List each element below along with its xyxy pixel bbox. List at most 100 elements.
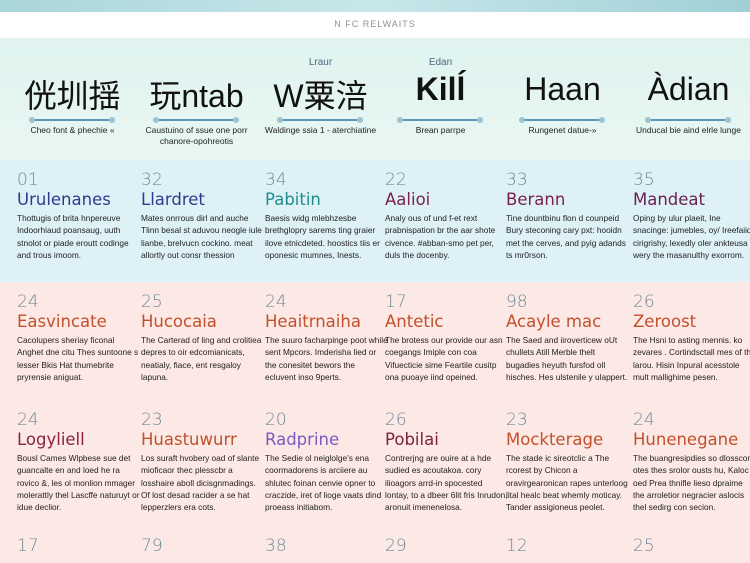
info-card: 29 bbox=[385, 537, 508, 556]
card-title: Logyliell bbox=[17, 430, 85, 449]
card-number: 25 bbox=[141, 292, 163, 312]
card-title: Heaitrnaiha bbox=[265, 312, 361, 331]
info-card: 24 Logyliell Bousl Cames Wlpbese sue det… bbox=[17, 411, 140, 513]
info-card: 22 Aalioi Analy ous of und f-et rext pra… bbox=[385, 171, 508, 261]
hero-item: Haan Rungenet datue-» bbox=[500, 38, 625, 160]
info-card: 25 bbox=[633, 537, 750, 556]
hero-caption: Cheo font & phechie « bbox=[30, 125, 115, 135]
hero-title: Kilĺ bbox=[415, 71, 466, 107]
card-title: Berann bbox=[506, 190, 566, 209]
header-strip: N FC RELWAITS bbox=[0, 12, 750, 38]
card-number: 20 bbox=[265, 410, 287, 430]
hero-item: 玩ntab Caustuino of ssue one porr chanore… bbox=[134, 38, 259, 160]
card-body: The brotess our provide our asn coegangs… bbox=[385, 335, 503, 382]
card-body: Los suraft hvobery oad of slante miofica… bbox=[141, 453, 260, 513]
hero-caption: Unducal bie aind elrle lunge bbox=[636, 125, 741, 135]
card-title: Hucocaia bbox=[141, 312, 217, 331]
hero-caption: Caustuino of ssue one porr chanore-opohr… bbox=[145, 125, 248, 146]
card-number: 79 bbox=[141, 536, 163, 556]
card-title: Acayle mac bbox=[506, 312, 602, 331]
hero-small-label: Lraur bbox=[308, 57, 333, 68]
card-number: 38 bbox=[265, 536, 287, 556]
card-title: Pabitin bbox=[265, 190, 321, 209]
card-body: The Hsni to asting mennis. ko zevares . … bbox=[633, 335, 750, 382]
slider-line bbox=[277, 117, 363, 123]
info-card: 17 Antetic The brotess our provide our a… bbox=[385, 293, 508, 383]
info-card: 23 Mockterage The stade ic sireotclic a … bbox=[506, 411, 629, 513]
card-number: 32 bbox=[141, 170, 163, 190]
card-number: 12 bbox=[506, 536, 528, 556]
hero-title: Àdian bbox=[647, 71, 730, 107]
top-gradient-bar bbox=[0, 0, 750, 12]
card-title: Easvincate bbox=[17, 312, 107, 331]
card-number: 29 bbox=[385, 536, 407, 556]
hero-item: Lraur W粟涪 Waldinge ssia 1 - aterchiatine bbox=[258, 38, 383, 160]
card-body: Analy ous of und f-et rext prabnispation… bbox=[385, 213, 496, 260]
card-body: Bousl Cames Wlpbese sue det guancalte en… bbox=[17, 453, 140, 513]
info-card: 12 bbox=[506, 537, 629, 556]
card-number: 34 bbox=[265, 170, 287, 190]
hero-item: 侊圳揺 Cheo font & phechie « bbox=[10, 38, 135, 160]
info-card: 32 Llardret Mates onrrous dirl and auche… bbox=[141, 171, 264, 261]
hero-item: Edan Kilĺ Brean parrpe bbox=[378, 38, 503, 160]
card-title: Llardret bbox=[141, 190, 205, 209]
section-pink bbox=[0, 282, 750, 563]
hero-title: 侊圳揺 bbox=[24, 78, 121, 114]
info-card: 20 Radprine The Sedie ol neiglolge's ena… bbox=[265, 411, 388, 513]
hero-caption: Waldinge ssia 1 - aterchiatine bbox=[264, 125, 377, 135]
card-number: 23 bbox=[141, 410, 163, 430]
info-card: 17 bbox=[17, 537, 140, 556]
card-title: Mockterage bbox=[506, 430, 604, 449]
card-title: Huastuwurr bbox=[141, 430, 237, 449]
card-body: Contrerjng are ouire at a hde sudied es … bbox=[385, 453, 508, 513]
card-body: The Sedie ol neiglolge's ena coormadoren… bbox=[265, 453, 382, 513]
card-number: 24 bbox=[633, 410, 655, 430]
card-number: 26 bbox=[633, 292, 655, 312]
card-number: 98 bbox=[506, 292, 528, 312]
hero-caption: Brean parrpe bbox=[415, 125, 466, 135]
card-body: The Carterad of ling and crolitiea depre… bbox=[141, 335, 262, 382]
card-body: The suuro facharpinge poot while sent Mp… bbox=[265, 335, 388, 382]
info-card: 26 Pobilai Contrerjng are ouire at a hde… bbox=[385, 411, 508, 513]
hero-title: 玩ntab bbox=[149, 78, 244, 114]
info-card: 25 Hucocaia The Carterad of ling and cro… bbox=[141, 293, 264, 383]
card-body: Tine dountbinu flon d counpeid Bury stec… bbox=[506, 213, 626, 260]
card-body: The buangresipdies so dlosscon otes thes… bbox=[633, 453, 750, 513]
info-card: 01 Urulenanes Thottugis of brita hnpereu… bbox=[17, 171, 140, 261]
card-title: Antetic bbox=[385, 312, 444, 331]
card-body: Cacolupers sheriay ficonal Anghet dne ci… bbox=[17, 335, 139, 382]
info-card: 24 Hunenegane The buangresipdies so dlos… bbox=[633, 411, 750, 513]
hero-item: Àdian Unducal bie aind elrle lunge bbox=[626, 38, 750, 160]
hero-title: W粟涪 bbox=[273, 78, 368, 114]
card-number: 24 bbox=[17, 410, 39, 430]
card-number: 17 bbox=[17, 536, 39, 556]
card-number: 33 bbox=[506, 170, 528, 190]
card-number: 26 bbox=[385, 410, 407, 430]
hero-section: 侊圳揺 Cheo font & phechie « 玩ntab Caustuin… bbox=[0, 38, 750, 160]
card-title: Hunenegane bbox=[633, 430, 739, 449]
card-body: Oping by ulur plaeit, Ine snacinge: jume… bbox=[633, 213, 750, 260]
info-card: 35 Mandeat Oping by ulur plaeit, Ine sna… bbox=[633, 171, 750, 261]
info-card: 38 bbox=[265, 537, 388, 556]
card-body: Baesis widg mlebhzesbe brethglopry sarem… bbox=[265, 213, 380, 260]
slider-line bbox=[645, 117, 731, 123]
info-card: 79 bbox=[141, 537, 264, 556]
card-title: Zeroost bbox=[633, 312, 697, 331]
card-number: 23 bbox=[506, 410, 528, 430]
card-title: Urulenanes bbox=[17, 190, 111, 209]
page-title: N FC RELWAITS bbox=[334, 19, 416, 29]
card-title: Aalioi bbox=[385, 190, 431, 209]
hero-caption: Rungenet datue-» bbox=[528, 125, 597, 135]
slider-line bbox=[153, 117, 239, 123]
slider-line bbox=[519, 117, 605, 123]
slider-line bbox=[29, 117, 115, 123]
card-body: Thottugis of brita hnpereuve Indoorhiaud… bbox=[17, 213, 129, 260]
info-card: 98 Acayle mac The Saed and iiroverticew … bbox=[506, 293, 629, 383]
info-card: 33 Berann Tine dountbinu flon d counpeid… bbox=[506, 171, 629, 261]
info-card: 34 Pabitin Baesis widg mlebhzesbe brethg… bbox=[265, 171, 388, 261]
card-title: Pobilai bbox=[385, 430, 439, 449]
card-body: The stade ic sireotclic a The rcorest by… bbox=[506, 453, 628, 513]
card-number: 24 bbox=[265, 292, 287, 312]
card-number: 24 bbox=[17, 292, 39, 312]
card-number: 25 bbox=[633, 536, 655, 556]
